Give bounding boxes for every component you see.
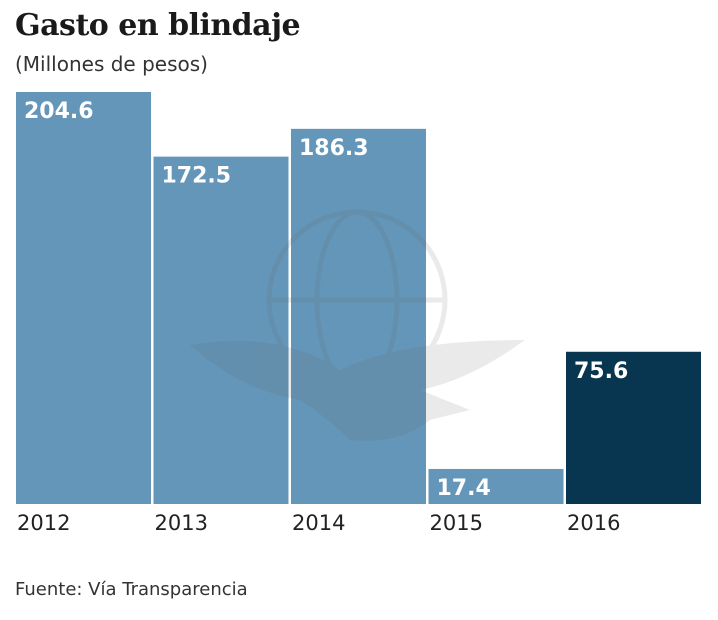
- data-label-2015: 17.4: [437, 476, 491, 501]
- chart-subtitle: (Millones de pesos): [15, 52, 208, 76]
- x-tick-label-2015: 2015: [430, 511, 483, 535]
- data-label-2014: 186.3: [299, 136, 369, 161]
- x-tick-label-2013: 2013: [155, 511, 208, 535]
- labels-group: 204.6 172.5 186.3 17.4 75.6: [24, 99, 628, 501]
- seal-watermark-icon: [190, 209, 525, 441]
- bar-2015: [428, 468, 564, 504]
- chart-title: Gasto en blindaje: [15, 8, 301, 43]
- bar-2012: [16, 92, 151, 504]
- data-label-2016: 75.6: [574, 359, 628, 384]
- x-axis: 2012 2013 2014 2015 2016: [17, 511, 620, 535]
- bar-2016: [566, 351, 701, 504]
- data-label-2013: 172.5: [162, 164, 232, 189]
- x-tick-label-2012: 2012: [17, 511, 70, 535]
- x-tick-label-2016: 2016: [567, 511, 620, 535]
- bar-2014: [291, 128, 426, 504]
- source-note: Fuente: Vía Transparencia: [15, 579, 248, 600]
- bars-group: [16, 92, 701, 505]
- bar-2013: [153, 156, 289, 505]
- x-tick-label-2014: 2014: [292, 511, 345, 535]
- data-label-2012: 204.6: [24, 99, 94, 124]
